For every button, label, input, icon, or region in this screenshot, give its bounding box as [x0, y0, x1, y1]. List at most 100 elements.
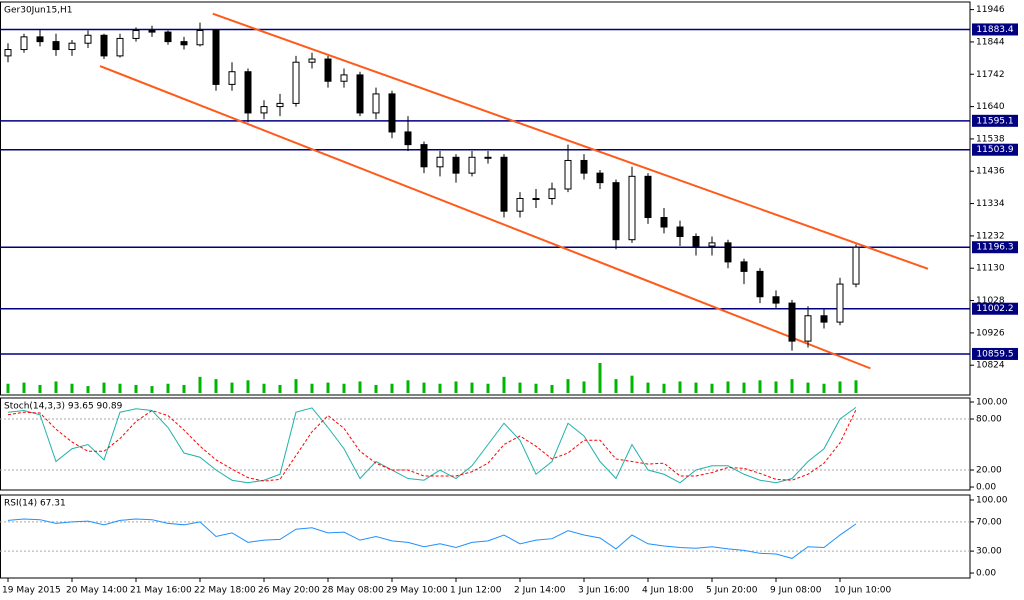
candle-body: [836, 283, 844, 323]
volume-bar: [70, 383, 74, 393]
volume-bar: [422, 382, 426, 393]
candle-body: [148, 30, 156, 33]
volume-bar: [614, 379, 618, 393]
x-tick-label: 29 May 10:00: [386, 586, 448, 596]
level-label: 11883.4: [976, 25, 1013, 35]
channel-line: [212, 12, 929, 270]
candle-body: [228, 71, 236, 85]
y-tick-label: 30.00: [976, 547, 1002, 557]
candle-body: [724, 242, 732, 263]
x-tick-label: 22 May 18:00: [194, 586, 256, 596]
level-label: 10859.5: [976, 349, 1013, 359]
x-tick-label: 21 May 16:00: [130, 586, 192, 596]
volume-bar: [294, 379, 298, 393]
volume-bar: [566, 379, 570, 393]
candle-body: [52, 41, 60, 51]
candle-body: [276, 102, 284, 108]
candle-body: [612, 182, 620, 241]
volume-bar: [502, 376, 506, 393]
volume-bar: [86, 386, 90, 393]
candle-body: [84, 34, 92, 44]
volume-bar: [758, 380, 762, 393]
volume-bar: [678, 381, 682, 393]
candle-body: [756, 270, 764, 298]
level-label-box: [972, 241, 1018, 254]
panel-frame: [0, 494, 971, 579]
candle-body: [820, 315, 828, 323]
level-label-box: [972, 347, 1018, 360]
volume-bar: [278, 384, 282, 393]
y-tick-label: 11436: [976, 167, 1005, 177]
volume-bar: [230, 382, 234, 393]
indicator-line: [7, 406, 857, 484]
candle-body: [500, 156, 508, 212]
y-tick-label: 10824: [976, 361, 1005, 371]
candle-body: [692, 236, 700, 247]
candle-body: [244, 71, 252, 114]
candle-body: [644, 175, 652, 219]
candle-body: [708, 242, 716, 247]
candle-body: [196, 30, 204, 46]
volume-bar: [486, 383, 490, 393]
volume-bar: [454, 381, 458, 393]
candle-body: [4, 49, 12, 57]
candle-body: [164, 31, 172, 43]
x-tick-label: 10 Jun 10:00: [834, 586, 891, 596]
y-tick-label: 11946: [976, 5, 1005, 15]
level-label-box: [972, 302, 1018, 315]
panel-title: RSI(14) 67.31: [4, 499, 66, 509]
y-tick-label: 11334: [976, 199, 1005, 209]
candle-body: [788, 302, 796, 342]
candle-body: [532, 198, 540, 200]
candle-body: [100, 34, 108, 57]
volume-bar: [118, 383, 122, 393]
x-tick-label: 19 May 2015: [2, 586, 61, 596]
candle-body: [116, 37, 124, 57]
candle-body: [516, 198, 524, 212]
candle-body: [660, 217, 668, 228]
volume-bar: [854, 380, 858, 393]
volume-bar: [326, 382, 330, 393]
level-label-box: [972, 114, 1018, 127]
y-tick-label: 11028: [976, 296, 1005, 306]
y-tick-label: 0.00: [976, 483, 996, 493]
level-label: 11196.3: [976, 243, 1013, 253]
candle-body: [564, 159, 572, 190]
volume-bar: [102, 382, 106, 393]
candle-body: [36, 36, 44, 43]
candle-body: [388, 93, 396, 133]
candle-body: [404, 131, 412, 146]
volume-bar: [134, 384, 138, 393]
candle-body: [452, 156, 460, 174]
level-label: 11595.1: [976, 116, 1013, 126]
volume-bar: [22, 382, 26, 393]
volume-bar: [342, 383, 346, 393]
panel-title: Stoch(14,3,3) 93.65 90.89: [4, 402, 123, 412]
candle-body: [212, 30, 220, 85]
y-tick-label: 20.00: [976, 466, 1002, 476]
candle-body: [356, 74, 364, 114]
level-label: 11503.9: [976, 145, 1013, 155]
x-tick-label: 28 May 08:00: [322, 586, 384, 596]
volume-bar: [150, 386, 154, 393]
channel-line: [99, 65, 871, 370]
volume-bar: [534, 383, 538, 393]
candle-body: [772, 296, 780, 304]
volume-bar: [838, 381, 842, 393]
y-tick-label: 11232: [976, 231, 1005, 241]
volume-bar: [470, 382, 474, 393]
volume-bar: [182, 384, 186, 393]
candle-body: [308, 58, 316, 63]
candle-body: [420, 144, 428, 168]
candle-body: [68, 42, 76, 51]
x-tick-label: 5 Jun 20:00: [706, 586, 758, 596]
volume-bar: [198, 376, 202, 393]
candle-body: [596, 172, 604, 184]
candle-body: [436, 156, 444, 168]
candle-body: [548, 188, 556, 199]
candle-body: [340, 74, 348, 82]
level-label-box: [972, 23, 1018, 36]
volume-bar: [518, 382, 522, 393]
